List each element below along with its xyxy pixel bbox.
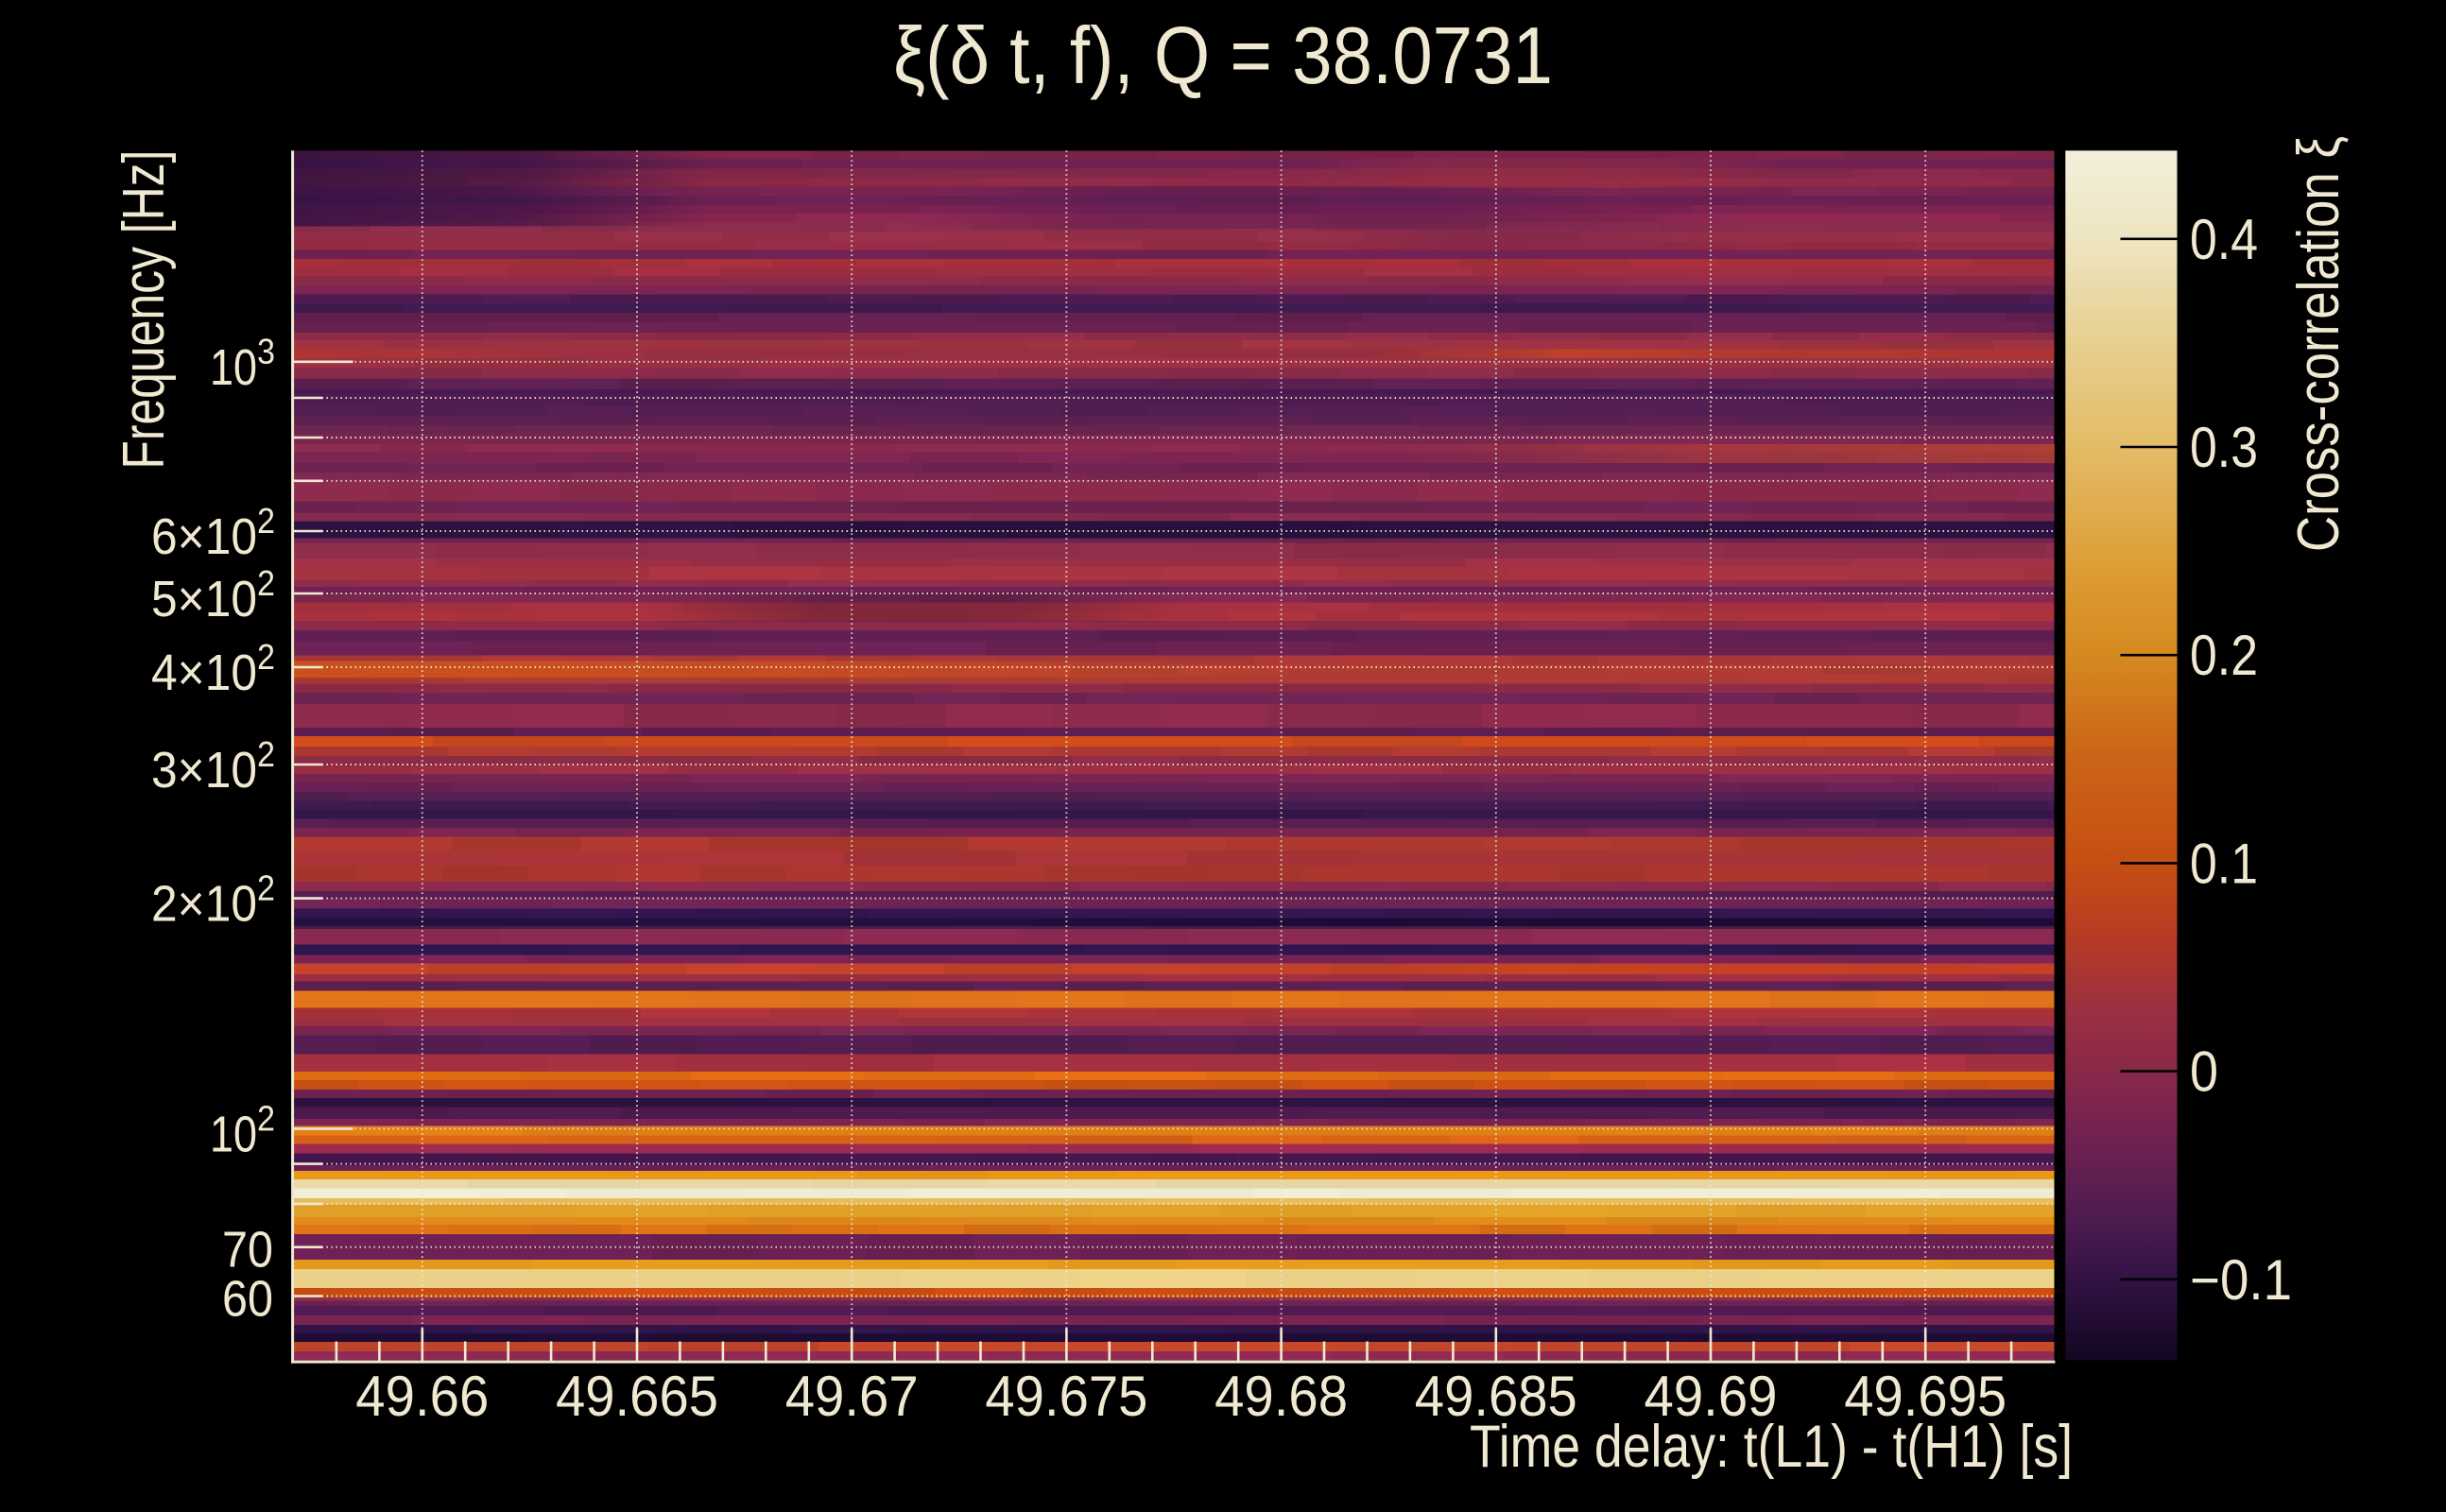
svg-text:0.4: 0.4 (2190, 208, 2258, 271)
svg-text:0.1: 0.1 (2190, 832, 2258, 895)
svg-text:Time delay: t(L1) - t(H1) [s]: Time delay: t(L1) - t(H1) [s] (1470, 1414, 2073, 1480)
svg-text:ξ(δ t, f), Q = 38.0731: ξ(δ t, f), Q = 38.0731 (893, 11, 1553, 101)
svg-text:4×10: 4×10 (151, 644, 257, 701)
svg-text:49.69: 49.69 (1645, 1365, 1778, 1428)
svg-text:49.665: 49.665 (556, 1365, 718, 1428)
svg-text:49.695: 49.695 (1844, 1365, 2007, 1428)
svg-text:49.67: 49.67 (785, 1365, 919, 1428)
svg-text:70: 70 (222, 1222, 273, 1279)
svg-text:6×10: 6×10 (151, 508, 257, 565)
svg-text:49.66: 49.66 (355, 1365, 489, 1428)
svg-text:49.68: 49.68 (1214, 1365, 1348, 1428)
svg-text:3×10: 3×10 (151, 742, 257, 799)
svg-text:Cross-correlation ξ: Cross-correlation ξ (2286, 136, 2351, 552)
svg-text:10: 10 (210, 1106, 257, 1162)
svg-text:−0.1: −0.1 (2190, 1248, 2292, 1312)
svg-text:5×10: 5×10 (151, 571, 257, 627)
svg-text:0: 0 (2190, 1040, 2218, 1104)
svg-text:2×10: 2×10 (151, 876, 257, 933)
svg-text:Frequency [Hz]: Frequency [Hz] (112, 150, 177, 470)
svg-text:49.675: 49.675 (985, 1365, 1147, 1428)
svg-text:60: 60 (222, 1271, 273, 1328)
svg-text:0.3: 0.3 (2190, 416, 2258, 479)
svg-text:10: 10 (210, 339, 257, 396)
svg-text:0.2: 0.2 (2190, 624, 2258, 687)
svg-text:49.685: 49.685 (1415, 1365, 1577, 1428)
